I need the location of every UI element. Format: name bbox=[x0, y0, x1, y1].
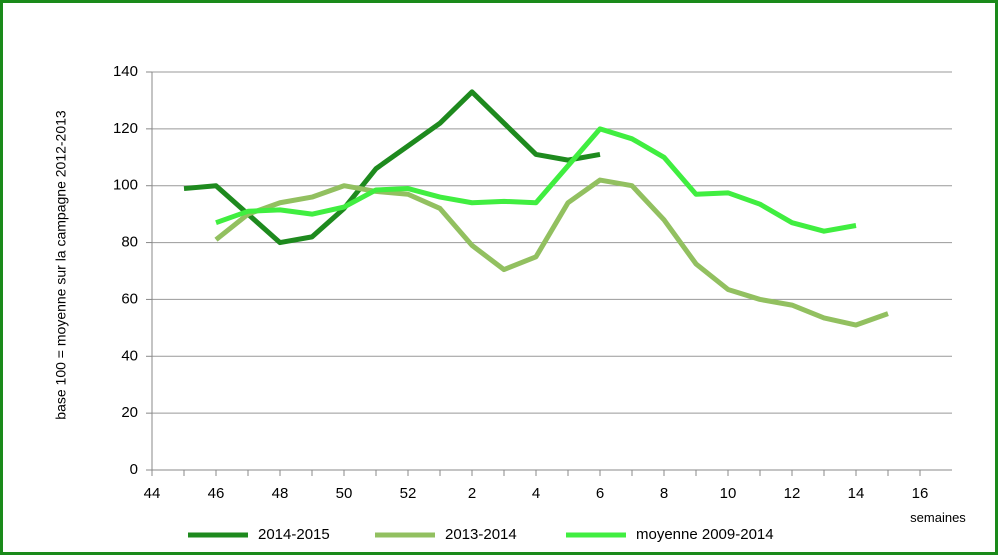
x-tick-label: 8 bbox=[660, 485, 668, 502]
y-tick-label: 120 bbox=[113, 120, 138, 137]
x-tick-label: 2 bbox=[468, 485, 476, 502]
legend-label: 2013-2014 bbox=[445, 526, 517, 543]
legend-label: moyenne 2009-2014 bbox=[636, 526, 774, 543]
y-tick-label: 60 bbox=[121, 290, 138, 307]
y-tick-label: 80 bbox=[121, 234, 138, 251]
x-tick-label: 46 bbox=[208, 485, 225, 502]
series-line bbox=[214, 177, 889, 328]
y-tick-label: 40 bbox=[121, 347, 138, 364]
y-tick-label: 20 bbox=[121, 404, 138, 421]
x-tick-label: 48 bbox=[272, 485, 289, 502]
x-tick-label: 44 bbox=[144, 485, 161, 502]
y-tick-label: 100 bbox=[113, 177, 138, 194]
y-tick-label: 140 bbox=[113, 63, 138, 80]
x-tick-label: 52 bbox=[400, 485, 417, 502]
x-tick-label: 16 bbox=[912, 485, 929, 502]
x-tick-label: 14 bbox=[848, 485, 865, 502]
y-axis-label: base 100 = moyenne sur la campagne 2012-… bbox=[53, 110, 69, 420]
x-tick-label: 6 bbox=[596, 485, 604, 502]
x-tick-label: 12 bbox=[784, 485, 801, 502]
x-tick-label: 50 bbox=[336, 485, 353, 502]
x-tick-label: 10 bbox=[720, 485, 737, 502]
legend-label: 2014-2015 bbox=[258, 526, 330, 543]
x-axis-label: semaines bbox=[910, 510, 966, 525]
x-tick-label: 4 bbox=[532, 485, 540, 502]
series-line bbox=[215, 126, 857, 234]
y-tick-label: 0 bbox=[130, 461, 138, 478]
series-line bbox=[183, 89, 601, 246]
